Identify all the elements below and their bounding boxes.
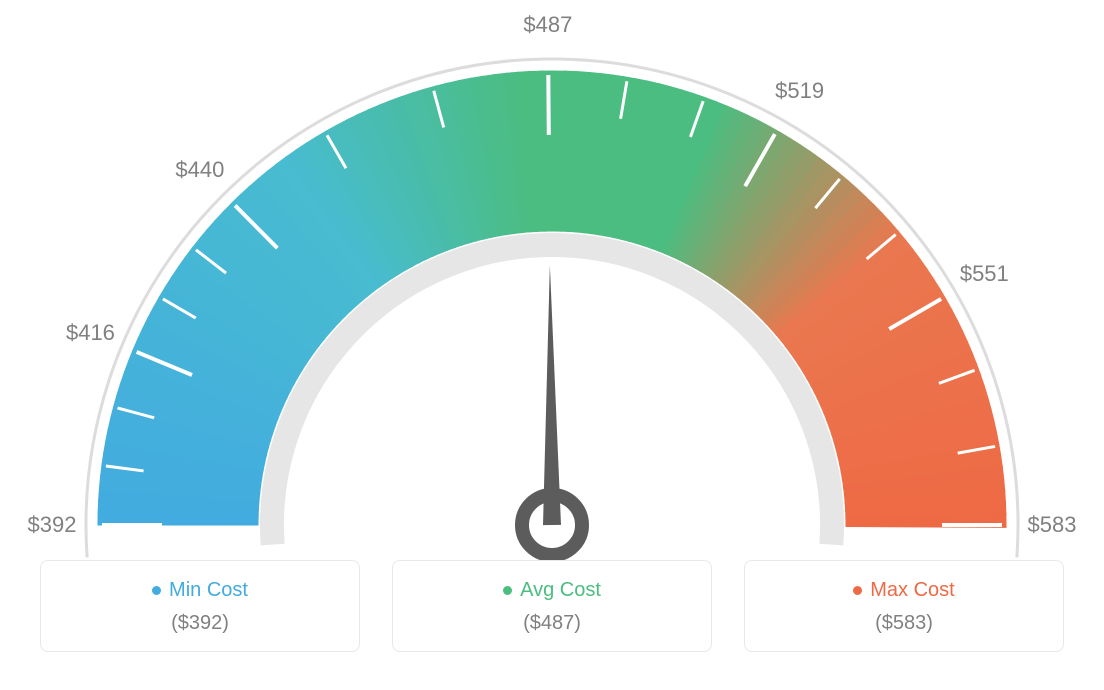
legend-card-min: Min Cost ($392) (40, 560, 360, 652)
legend-value-max: ($583) (745, 612, 1063, 635)
legend-card-max: Max Cost ($583) (744, 560, 1064, 652)
legend-dot-min (152, 586, 161, 595)
legend-value-min: ($392) (41, 612, 359, 635)
legend-row: Min Cost ($392) Avg Cost ($487) Max Cost… (0, 560, 1104, 680)
legend-title-min-text: Min Cost (169, 579, 248, 602)
gauge-tick-label: $583 (1028, 512, 1077, 538)
legend-value-avg: ($487) (393, 612, 711, 635)
gauge-tick-label: $416 (66, 320, 115, 346)
legend-title-max: Max Cost (853, 579, 954, 602)
legend-title-min: Min Cost (152, 579, 248, 602)
gauge-svg (0, 0, 1104, 560)
gauge-chart: $392 $416 $440 $487 $519 $551 $583 (0, 0, 1104, 560)
gauge-tick-label: $440 (175, 157, 224, 183)
gauge-tick-label: $487 (523, 12, 572, 38)
legend-dot-avg (503, 586, 512, 595)
legend-card-avg: Avg Cost ($487) (392, 560, 712, 652)
legend-title-max-text: Max Cost (870, 579, 954, 602)
legend-dot-max (853, 586, 862, 595)
legend-title-avg-text: Avg Cost (520, 579, 601, 602)
gauge-tick-label: $519 (775, 78, 824, 104)
gauge-tick-label: $392 (28, 512, 77, 538)
legend-title-avg: Avg Cost (503, 579, 601, 602)
gauge-tick-label: $551 (960, 261, 1009, 287)
